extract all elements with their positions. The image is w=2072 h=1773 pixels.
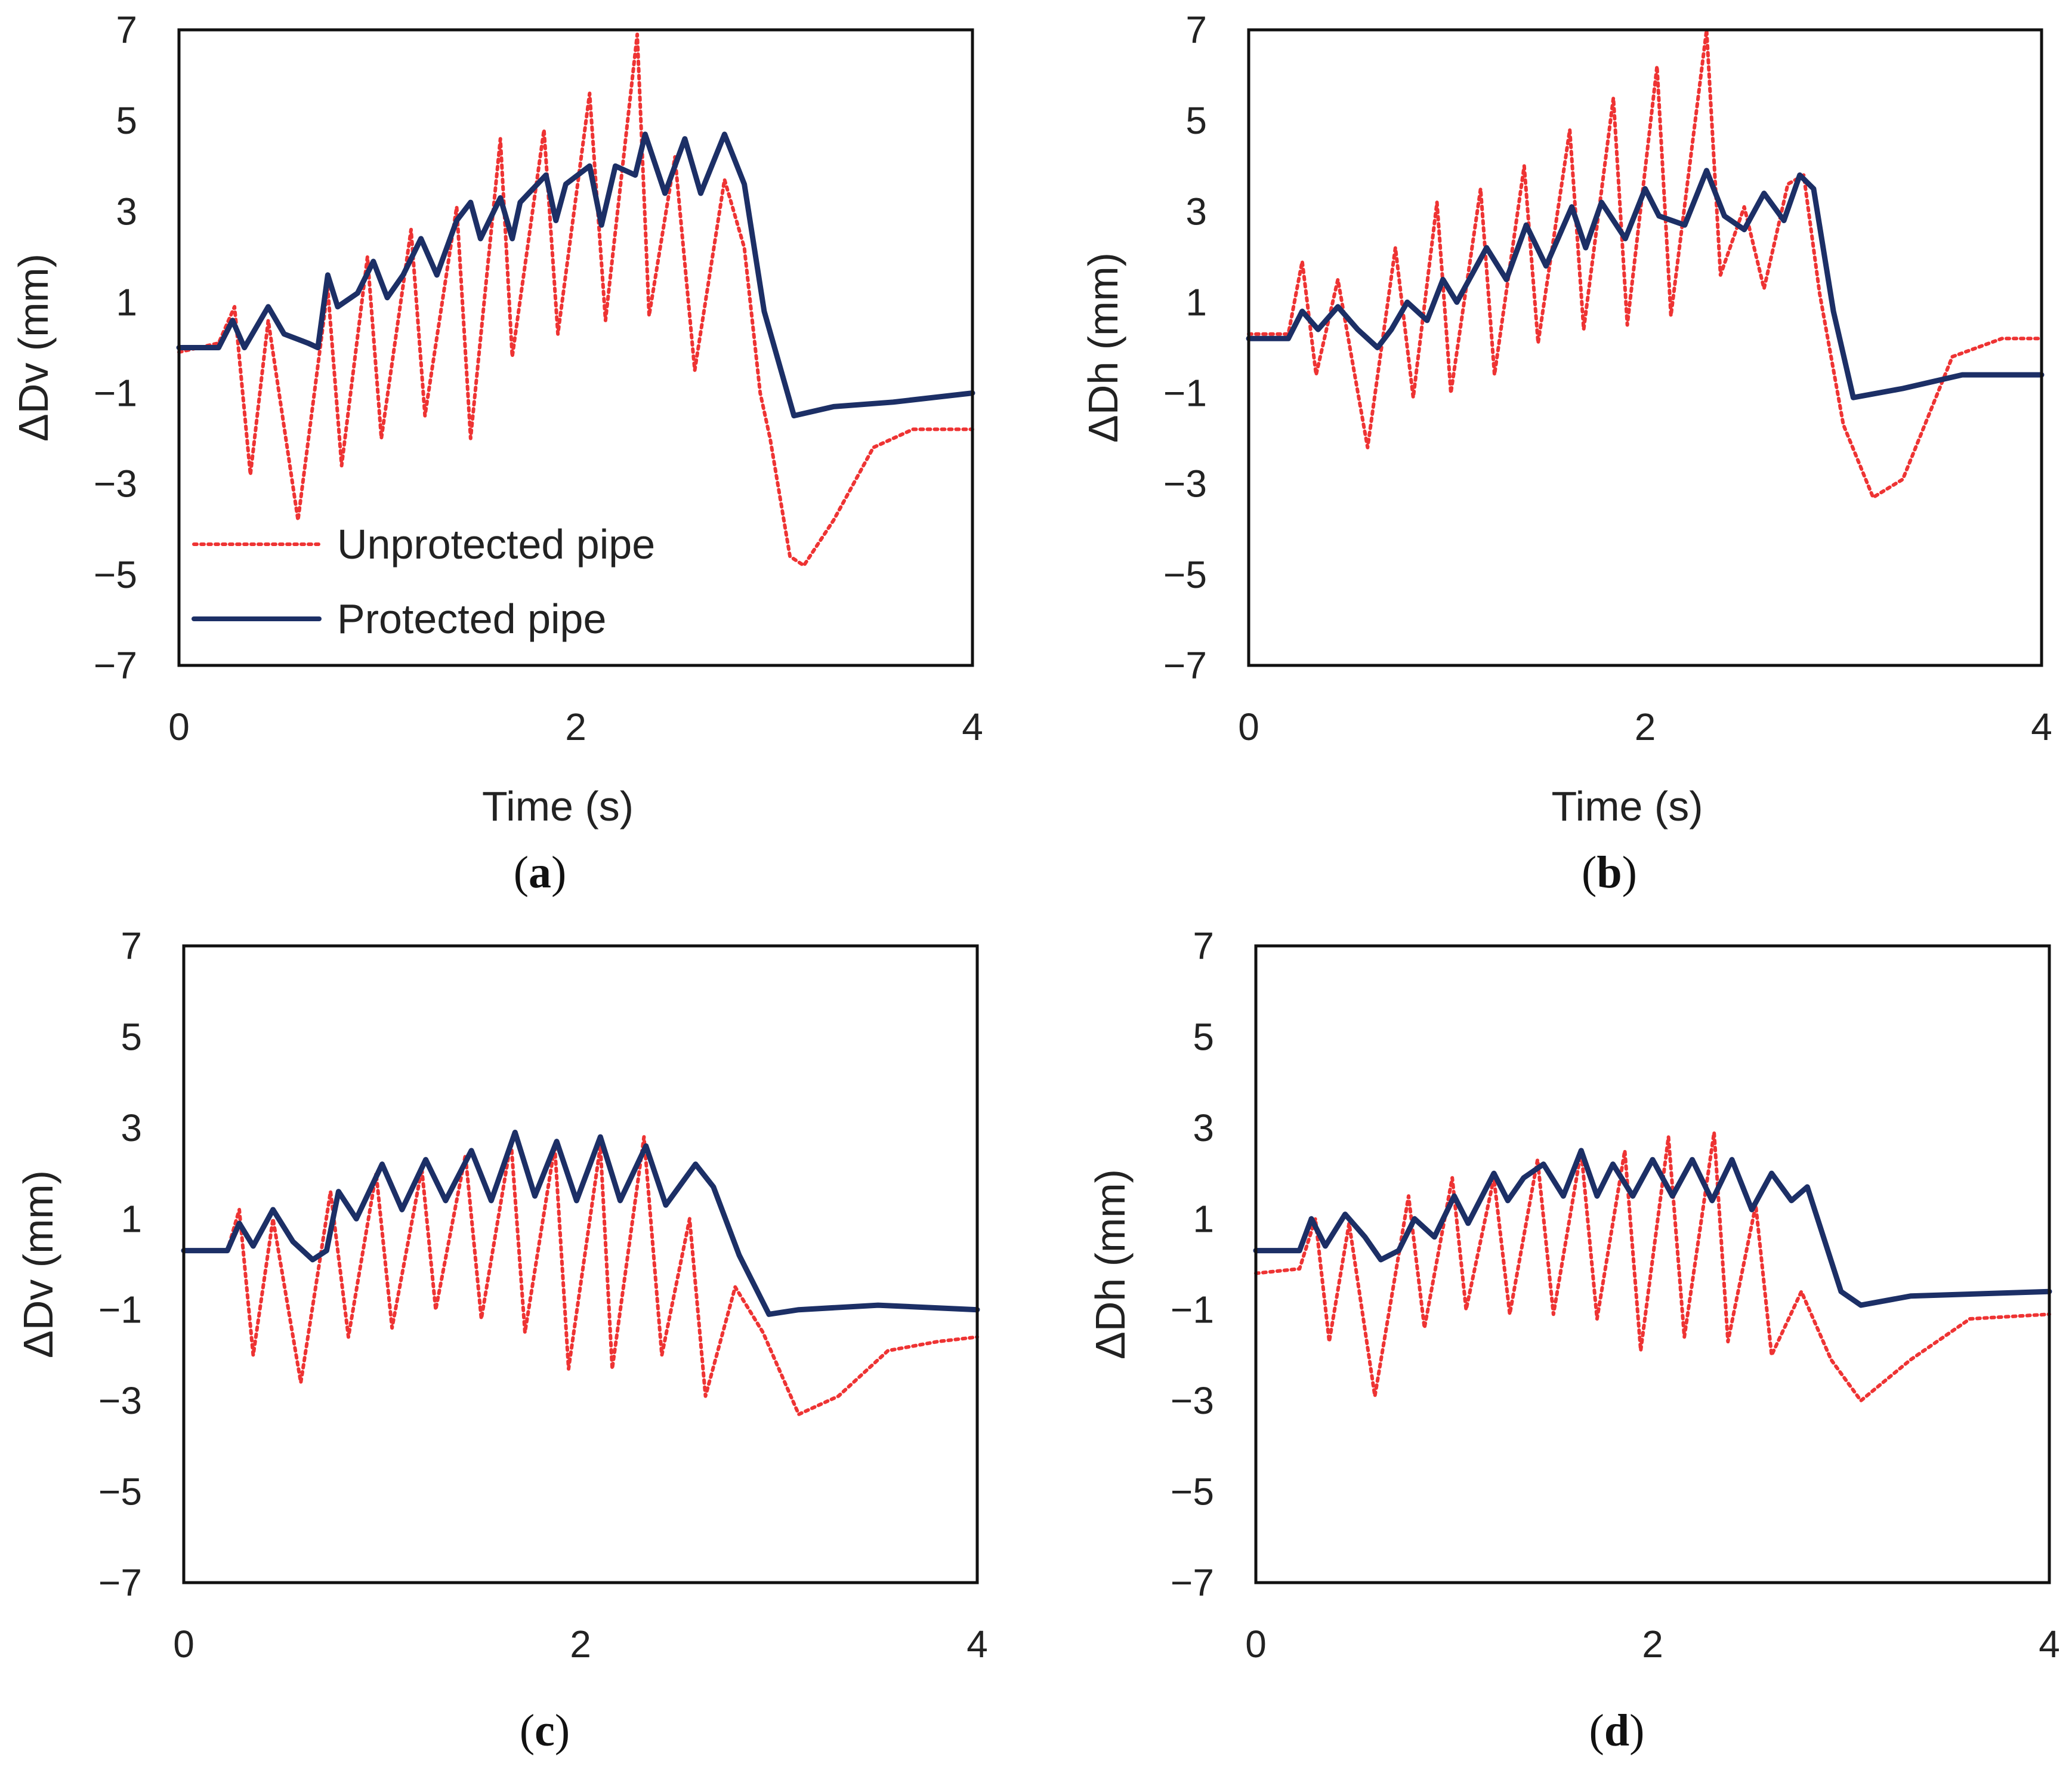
y-axis-title: ΔDh (mm)	[1087, 1169, 1134, 1359]
y-tick-label: 1	[121, 1197, 142, 1240]
y-tick-label: −1	[1171, 1288, 1214, 1331]
y-tick-label: 3	[121, 1106, 142, 1149]
legend-protected-label: Protected pipe	[337, 596, 606, 642]
y-tick-label: 5	[121, 1015, 142, 1058]
y-tick-label: 1	[116, 280, 137, 323]
y-axis-title: ΔDh (mm)	[1080, 252, 1126, 443]
panel-caption: (a)	[514, 847, 567, 898]
y-tick-label: −1	[94, 372, 137, 415]
panel-caption: (c)	[520, 1706, 570, 1756]
y-tick-label: −1	[98, 1288, 142, 1331]
unprotected-pipe-line	[177, 32, 974, 568]
y-tick-label: −7	[98, 1561, 142, 1604]
y-tick-label: −5	[1163, 553, 1207, 596]
y-tick-label: −3	[1171, 1379, 1214, 1422]
plot-frame	[1254, 944, 2051, 1584]
y-tick-label: −7	[1171, 1561, 1214, 1604]
caption-letter: d	[1604, 1706, 1629, 1756]
y-tick-label: −3	[1163, 462, 1207, 505]
y-tick-label: −1	[1163, 372, 1207, 415]
y-tick-label: 7	[121, 924, 142, 967]
x-axis-title: Time (s)	[482, 783, 634, 830]
y-tick-label: −3	[98, 1379, 142, 1422]
y-tick-label: −5	[98, 1470, 142, 1513]
x-tick-label: 4	[962, 705, 983, 748]
y-tick-label: 3	[1185, 190, 1207, 233]
y-tick-label: 3	[1193, 1106, 1214, 1149]
caption-letter: a	[529, 847, 551, 898]
chart-panel-c: 7 5 3 1 −1 −3 −5 −7 0 2 4 ΔDv (mm) (c)	[15, 924, 988, 1756]
y-tick-label: −3	[94, 462, 137, 505]
x-tick-label: 4	[2039, 1623, 2060, 1666]
y-tick-label: −5	[94, 553, 137, 596]
x-tick-label: 4	[2031, 705, 2052, 748]
y-tick-label: 5	[1185, 99, 1207, 142]
y-axis-title: ΔDv (mm)	[15, 1170, 61, 1358]
legend: Unprotected pipe Protected pipe	[192, 521, 655, 642]
protected-pipe-line	[176, 131, 975, 419]
caption-close-paren: )	[1629, 1706, 1644, 1756]
y-tick-label: 7	[1185, 8, 1207, 51]
chart-panel-b: 7 5 3 1 −1 −3 −5 −7 0 2 4 ΔDh (mm) Time (s) (b)	[1080, 8, 2052, 898]
y-tick-label: −5	[1171, 1470, 1214, 1513]
x-tick-label: 0	[1245, 1623, 1267, 1666]
legend-unprotected-label: Unprotected pipe	[337, 521, 655, 568]
caption-close-paren: )	[1622, 847, 1637, 898]
protected-pipe-line	[1253, 1148, 2052, 1308]
x-tick-label: 0	[168, 705, 190, 748]
unprotected-pipe-line	[1247, 28, 2043, 499]
x-tick-label: 2	[1635, 705, 1656, 748]
x-tick-label: 0	[173, 1623, 194, 1666]
caption-open-paren: (	[1582, 847, 1597, 898]
caption-close-paren: )	[555, 1706, 570, 1756]
caption-close-paren: )	[551, 847, 566, 898]
plot-frame	[177, 28, 974, 667]
x-axis-title: Time (s)	[1551, 783, 1703, 830]
caption-open-paren: (	[1589, 1706, 1604, 1756]
y-tick-label: −7	[1163, 644, 1207, 687]
y-tick-label: 1	[1193, 1197, 1214, 1240]
y-tick-label: 1	[1185, 280, 1207, 323]
y-axis-title: ΔDv (mm)	[10, 254, 57, 442]
x-tick-label: 2	[570, 1623, 591, 1666]
panel-caption: (b)	[1582, 847, 1637, 898]
panel-caption: (d)	[1589, 1706, 1645, 1756]
y-tick-label: 5	[116, 99, 137, 142]
chart-panel-d: 7 5 3 1 −1 −3 −5 −7 0 2 4 ΔDh (mm) (d)	[1087, 924, 2060, 1756]
unprotected-pipe-line	[182, 1135, 979, 1416]
x-tick-label: 2	[565, 705, 586, 748]
chart-panel-a: 7 5 3 1 −1 −3 −5 −7 0 2 4 ΔDv (mm) Time (s) (a)	[10, 8, 983, 898]
unprotected-pipe-line	[1254, 1130, 2051, 1403]
plot-frame	[182, 944, 979, 1584]
caption-open-paren: (	[520, 1706, 535, 1756]
x-tick-label: 0	[1238, 705, 1259, 748]
protected-pipe-line	[1246, 168, 2045, 400]
x-tick-label: 2	[1642, 1623, 1663, 1666]
y-tick-label: 3	[116, 190, 137, 233]
caption-open-paren: (	[514, 847, 529, 898]
y-tick-label: 7	[1193, 924, 1214, 967]
caption-letter: b	[1597, 847, 1622, 898]
caption-letter: c	[535, 1706, 555, 1756]
plot-frame	[1247, 28, 2043, 667]
y-tick-label: −7	[94, 644, 137, 687]
y-tick-label: 7	[116, 8, 137, 51]
protected-pipe-line	[181, 1130, 980, 1317]
x-tick-label: 4	[966, 1623, 988, 1666]
y-tick-label: 5	[1193, 1015, 1214, 1058]
